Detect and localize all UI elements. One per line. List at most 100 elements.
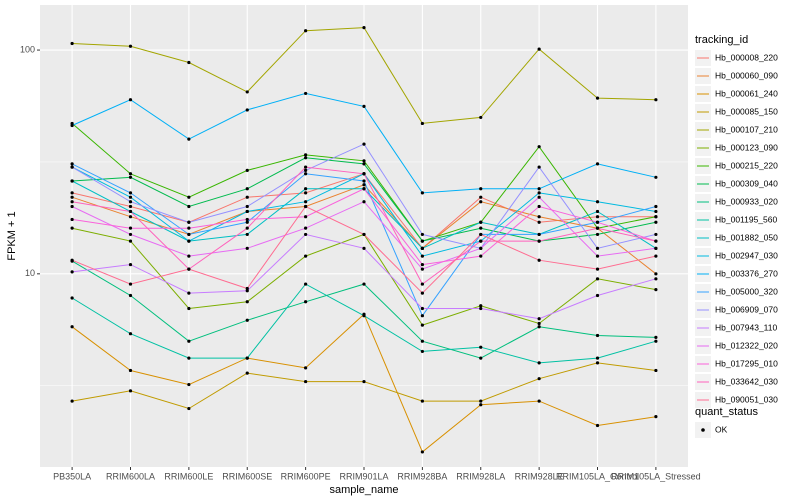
data-point (537, 165, 541, 169)
data-point (187, 291, 191, 295)
data-point (420, 349, 424, 354)
data-point (304, 29, 308, 33)
data-point (362, 162, 366, 166)
data-point (245, 232, 249, 237)
data-point (479, 304, 483, 308)
data-point (537, 399, 541, 403)
data-point (420, 254, 424, 258)
data-point (304, 232, 308, 237)
data-point (595, 215, 600, 219)
legend-label: Hb_006909_070 (715, 304, 778, 314)
data-point (420, 232, 424, 237)
data-point (128, 195, 133, 199)
data-point (245, 318, 249, 322)
data-point (70, 217, 74, 222)
data-point (245, 108, 249, 112)
data-point (304, 366, 308, 370)
data-point (70, 270, 74, 274)
legend-label: Hb_003376_270 (715, 268, 778, 278)
x-tick-label: RRIM600LE (164, 471, 213, 481)
y-tick-label: 100 (20, 44, 35, 54)
data-point (537, 204, 541, 209)
data-point (595, 220, 600, 224)
points (70, 26, 658, 454)
data-point (70, 200, 74, 204)
legend-label: Hb_000107_210 (715, 124, 778, 134)
legend-label: Hb_000933_020 (715, 196, 778, 206)
data-point (537, 377, 541, 381)
data-point (70, 399, 74, 403)
data-point (654, 209, 658, 214)
x-tick-label: RRIM105LA_Stressed (611, 471, 701, 481)
data-point (595, 232, 600, 237)
legend: tracking_id Hb_000008_220 Hb_000060_090 Hb_… (695, 34, 778, 438)
data-point (362, 282, 366, 286)
data-point (420, 314, 424, 318)
data-point (595, 209, 600, 214)
data-point (304, 153, 308, 157)
data-point (245, 168, 249, 172)
data-point (70, 162, 74, 166)
data-point (70, 123, 74, 128)
legend-label: OK (715, 424, 728, 434)
x-tick-label: RRIM928BA (397, 471, 447, 481)
data-point (187, 239, 191, 243)
data-point (654, 254, 658, 258)
legend-label: Hb_000060_090 (715, 70, 778, 80)
data-point (479, 226, 483, 230)
data-point (304, 300, 308, 304)
data-point (362, 142, 366, 146)
data-point (537, 220, 541, 224)
legend-label: Hb_000061_240 (715, 88, 778, 98)
legend-label: Hb_017295_010 (715, 358, 778, 368)
data-point (304, 204, 308, 209)
data-point (245, 187, 249, 191)
legend-label: Hb_002947_030 (715, 250, 778, 260)
data-point (128, 226, 133, 230)
data-point (654, 215, 658, 219)
data-point (595, 293, 600, 298)
data-point (654, 246, 658, 250)
data-point (128, 44, 133, 48)
data-point (128, 204, 133, 209)
data-point (245, 246, 249, 250)
data-point (245, 226, 249, 230)
data-point (479, 306, 483, 311)
data-point (245, 289, 249, 293)
data-point (420, 306, 424, 311)
data-point (420, 121, 424, 126)
data-point (128, 389, 133, 393)
data-point (304, 200, 308, 204)
data-point (479, 254, 483, 258)
x-tick-label: RRIM928LE (515, 471, 564, 481)
legend-label: Hb_007943_110 (715, 322, 778, 332)
data-point (595, 423, 600, 428)
data-point (479, 403, 483, 407)
data-point (70, 165, 74, 169)
data-point (187, 226, 191, 230)
data-point (479, 356, 483, 360)
data-point (304, 379, 308, 384)
data-point (479, 200, 483, 204)
data-point (128, 368, 133, 373)
data-point (70, 41, 74, 46)
data-point (187, 356, 191, 360)
x-tick-label: RRIM928LA (456, 471, 505, 481)
data-point (654, 175, 658, 179)
data-point (654, 415, 658, 419)
data-point (128, 172, 133, 176)
data-point (654, 239, 658, 243)
data-point (595, 254, 600, 258)
data-point (537, 317, 541, 321)
data-point (70, 204, 74, 209)
data-point (128, 239, 133, 243)
data-point (654, 220, 658, 224)
data-point (128, 262, 133, 267)
data-point (537, 239, 541, 243)
data-point (245, 371, 249, 375)
data-point (245, 195, 249, 199)
data-point (187, 339, 191, 343)
data-point (420, 246, 424, 250)
data-point (595, 267, 600, 271)
data-point (479, 399, 483, 403)
